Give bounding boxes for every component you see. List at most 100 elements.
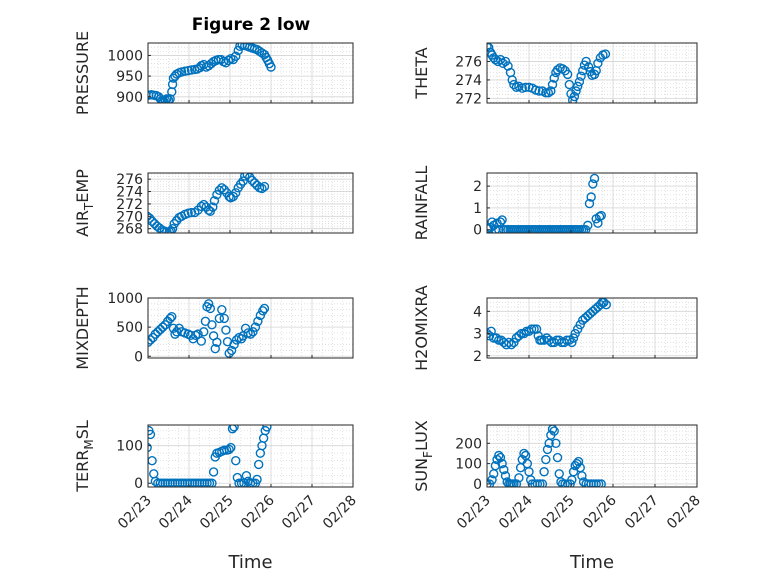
h2omixra-point xyxy=(567,337,577,348)
mixdepth-point xyxy=(259,303,270,314)
theta-point xyxy=(583,62,594,72)
sun_flux-point xyxy=(500,471,511,481)
terr_msl-ylabel: TERRMSL xyxy=(73,420,96,493)
air_temp-point xyxy=(247,175,257,186)
air_temp-point xyxy=(217,183,227,193)
sun_flux-xtick-label: 02/24 xyxy=(496,492,536,532)
sun_flux-point xyxy=(542,444,553,455)
theta-point xyxy=(574,77,585,87)
h2omixra-ytick-label: 4 xyxy=(473,304,482,320)
h2omixra-subplot: 2 3 4 H2OMIXRA xyxy=(412,285,698,371)
sun_flux-point xyxy=(511,479,522,487)
theta-point xyxy=(600,49,611,59)
mixdepth-point xyxy=(219,313,229,324)
h2omixra-point xyxy=(494,335,504,345)
mixdepth-point xyxy=(196,336,207,346)
rainfall-point xyxy=(588,179,598,189)
pressure-ytick-label: 1000 xyxy=(107,48,143,64)
mixdepth-ytick-label: 500 xyxy=(116,320,143,336)
air_temp-point xyxy=(159,226,170,233)
theta-ylabel: THETA xyxy=(412,47,431,99)
mixdepth-point xyxy=(258,306,268,316)
rainfall-point xyxy=(594,211,605,222)
air_temp-point xyxy=(259,181,270,192)
terr_msl-xtick-label: 02/25 xyxy=(197,493,237,533)
theta-point xyxy=(576,71,586,81)
terr_msl-xtick-label: 02/27 xyxy=(279,493,319,533)
terr_msl-point xyxy=(227,425,238,434)
rainfall-ytick-label: 2 xyxy=(473,179,482,195)
pressure-point xyxy=(266,62,276,72)
terr_msl-point xyxy=(262,425,272,432)
theta-plot-area xyxy=(487,43,697,103)
pressure-plot-area xyxy=(148,43,353,103)
h2omixra-point xyxy=(531,324,542,334)
figure-title: Figure 2 low xyxy=(192,15,311,35)
theta-point xyxy=(487,43,492,52)
mixdepth-point xyxy=(203,299,214,309)
sun_flux-point xyxy=(539,467,549,477)
mixdepth-point xyxy=(153,327,163,337)
h2omixra-point xyxy=(504,337,514,348)
h2omixra-ytick-label: 3 xyxy=(473,327,482,343)
theta-point xyxy=(593,58,603,69)
air_temp-point xyxy=(231,188,241,198)
terr_msl-xtick-label: 02/23 xyxy=(115,493,155,533)
sun_flux-point xyxy=(495,452,506,463)
mixdepth-ytick-label: 0 xyxy=(134,349,143,365)
theta-point xyxy=(487,43,494,53)
theta-ytick-label: 272 xyxy=(455,91,482,107)
rainfall-point xyxy=(584,198,595,209)
mixdepth-point xyxy=(217,304,227,315)
h2omixra-point xyxy=(601,299,611,310)
air_temp-point xyxy=(209,196,220,206)
pressure-subplot: 900 950 1000 PRESSURE xyxy=(73,31,354,115)
theta-point xyxy=(507,75,517,85)
mixdepth-point xyxy=(224,348,234,358)
rainfall-ytick-label: 0 xyxy=(473,223,482,239)
theta-point xyxy=(569,91,580,102)
sun_flux-point xyxy=(573,456,584,467)
sun_flux-point xyxy=(494,450,504,461)
theta-point xyxy=(534,86,544,96)
mixdepth-ylabel: MIXDEPTH xyxy=(73,286,92,369)
terr_msl-ytick-label: 0 xyxy=(134,476,143,492)
sun_flux-xtick-label: 02/27 xyxy=(622,493,662,533)
sun_flux-xtick-label: 02/28 xyxy=(664,493,704,533)
rainfall-point xyxy=(581,225,591,233)
theta-point xyxy=(500,56,511,67)
mixdepth-point xyxy=(212,337,222,347)
h2omixra-point xyxy=(519,328,529,339)
theta-point xyxy=(581,56,591,67)
air_temp-point xyxy=(249,178,260,188)
sun_flux-xlabel: Time xyxy=(569,552,614,573)
rainfall-point xyxy=(589,173,600,184)
air_temp-point xyxy=(257,183,267,194)
terr_msl-xtick-label: 02/28 xyxy=(320,493,360,533)
h2omixra-plot-area xyxy=(487,298,697,358)
rainfall-subplot: 0 1 2 RAINFALL xyxy=(412,166,698,240)
terr_msl-ytick-label: 100 xyxy=(116,439,143,455)
terr_msl-point xyxy=(254,459,264,470)
mixdepth-point xyxy=(150,329,161,339)
mixdepth-point xyxy=(155,324,166,335)
terr_msl-point xyxy=(241,471,252,481)
pressure-ylabel: PRESSURE xyxy=(73,31,92,115)
theta-point xyxy=(546,86,556,96)
theta-point xyxy=(549,73,559,83)
theta-point xyxy=(541,88,551,98)
theta-ytick-label: 274 xyxy=(455,73,482,89)
sun_flux-point xyxy=(560,479,570,487)
theta-point xyxy=(573,81,583,92)
sun_flux-point xyxy=(541,454,551,465)
mixdepth-point xyxy=(205,303,216,314)
terr_msl-xtick-label: 02/24 xyxy=(156,492,196,532)
sun_flux-xtick-label: 02/25 xyxy=(538,493,578,533)
air_temp-point xyxy=(166,226,176,233)
air_temp-point xyxy=(199,199,209,210)
sun_flux-plot-area xyxy=(487,425,697,487)
mixdepth-point xyxy=(199,327,209,337)
pressure-ytick-label: 950 xyxy=(116,69,143,85)
terr_msl-point xyxy=(224,444,234,455)
